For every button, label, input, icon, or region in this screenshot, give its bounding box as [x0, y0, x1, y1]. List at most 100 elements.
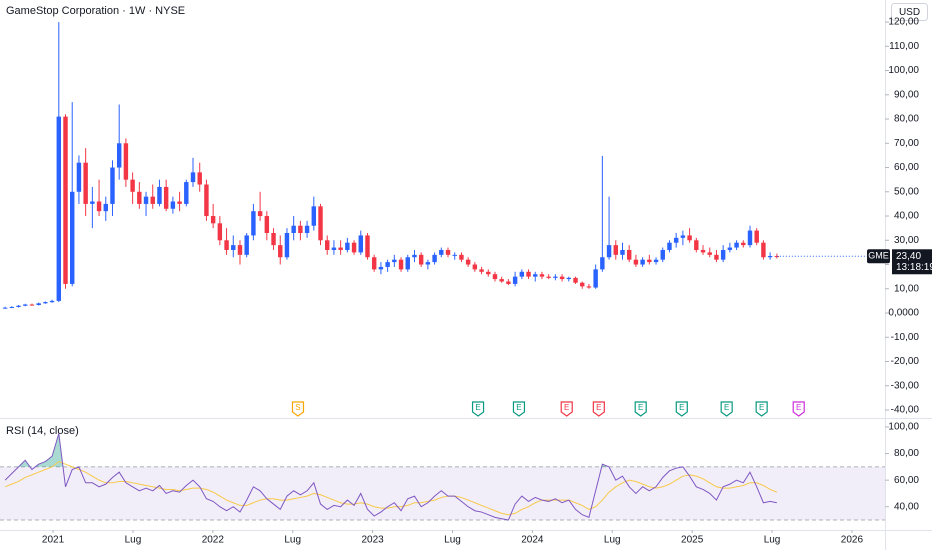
event-label: E [564, 403, 569, 412]
y-tick-label: 60,00 [894, 162, 919, 173]
event-label: E [516, 403, 521, 412]
candle-body [580, 282, 585, 287]
candle-body [425, 262, 431, 265]
y-tick-label: -20,00 [891, 356, 920, 367]
symbol-badge [867, 249, 890, 264]
candle-body [526, 271, 531, 277]
x-tick-label: 2026 [841, 535, 864, 546]
candle-body [76, 162, 82, 192]
candle-body [405, 257, 410, 270]
candle-body [56, 116, 62, 301]
candle-body [90, 201, 95, 204]
candle-body [479, 269, 484, 272]
event-badge [720, 401, 733, 417]
x-tick-label: 2021 [42, 535, 65, 546]
candle-body [318, 206, 323, 241]
candle-body [553, 276, 558, 278]
candle-body [439, 249, 444, 255]
event-badge [792, 401, 805, 417]
x-tick-label: 2023 [361, 535, 384, 546]
candle-body [257, 211, 263, 217]
candle-body [29, 304, 35, 306]
candle-body [23, 304, 28, 306]
candle-body [70, 191, 75, 284]
candle-body [63, 116, 68, 284]
candle-body [365, 235, 370, 258]
currency-button[interactable] [891, 3, 928, 21]
candle-body [298, 225, 303, 234]
candle-body [626, 249, 632, 260]
candle-body [291, 225, 296, 234]
candle-body [633, 259, 639, 265]
x-tick-label: Lug [764, 535, 781, 546]
candle-body [573, 277, 578, 283]
candle-body [83, 162, 88, 204]
candle-body [150, 196, 155, 204]
x-tick-label: 2022 [202, 535, 225, 546]
candle-body [673, 237, 679, 243]
x-tick-label: Lug [125, 535, 142, 546]
event-badge [291, 401, 305, 417]
candle-body [116, 143, 122, 168]
candle-body [278, 245, 283, 258]
symbol-label: GME [868, 251, 889, 261]
candle-body [694, 240, 699, 250]
candle-body [506, 281, 511, 284]
candle-body [304, 225, 310, 234]
y-tick-label: -40,00 [891, 405, 920, 416]
candle-body [465, 259, 471, 265]
candle-body [452, 254, 457, 256]
candle-body [640, 259, 645, 265]
event-label: S [295, 403, 300, 412]
candle-body [667, 242, 672, 250]
event-label: E [679, 403, 684, 412]
candle-body [432, 254, 437, 263]
candle-body [244, 235, 249, 255]
y-tick-label: 100,00 [888, 422, 919, 433]
candle-body [197, 172, 202, 185]
event-label: E [638, 403, 643, 412]
candle-body [110, 167, 115, 204]
y-tick-label: 80,00 [894, 448, 919, 459]
candle-body [9, 306, 15, 308]
candle-body [170, 201, 176, 209]
y-tick-label: -10,00 [891, 332, 920, 343]
candle-body [378, 266, 384, 270]
event-badge [675, 401, 688, 417]
candle-body [184, 182, 189, 204]
rsi-lines [4, 433, 778, 521]
symbol-title: GameStop Corporation · 1W · NYSE [6, 5, 185, 17]
candle-body [398, 259, 404, 270]
candle-body [613, 245, 618, 255]
candle-body [331, 247, 337, 250]
candles [2, 22, 780, 309]
last-price-label: 23,40 [896, 251, 921, 262]
candle-body [43, 302, 48, 304]
candle-body [325, 240, 330, 250]
x-tick-label: 2024 [521, 535, 544, 546]
countdown-label: 13:18:19 [896, 262, 932, 273]
plot: 120,00 110,00 100,00 90,00 80,00 70,00 60,00 50… [0, 17, 932, 546]
candle-body [271, 233, 276, 246]
event-badge [755, 401, 768, 417]
candle-body [533, 274, 538, 277]
candle-body [714, 254, 719, 260]
candle-body [660, 249, 665, 260]
y-tick-label: 60,00 [894, 475, 919, 486]
y-tick-label: 100,00 [888, 65, 919, 76]
y-tick-label: 0,0000 [888, 308, 919, 319]
candle-body [472, 264, 478, 270]
y-tick-label: 40,00 [894, 501, 919, 512]
candle-body [754, 230, 759, 243]
event-label: E [596, 403, 601, 412]
candle-body [49, 300, 55, 303]
candle-body [747, 230, 753, 246]
candle-body [392, 259, 397, 263]
candle-body [143, 196, 149, 204]
event-badge [471, 401, 485, 417]
candle-body [700, 249, 706, 253]
event-badge [560, 401, 573, 417]
candle-body [620, 249, 625, 255]
event-label: E [759, 403, 764, 412]
candle-body [103, 203, 108, 212]
